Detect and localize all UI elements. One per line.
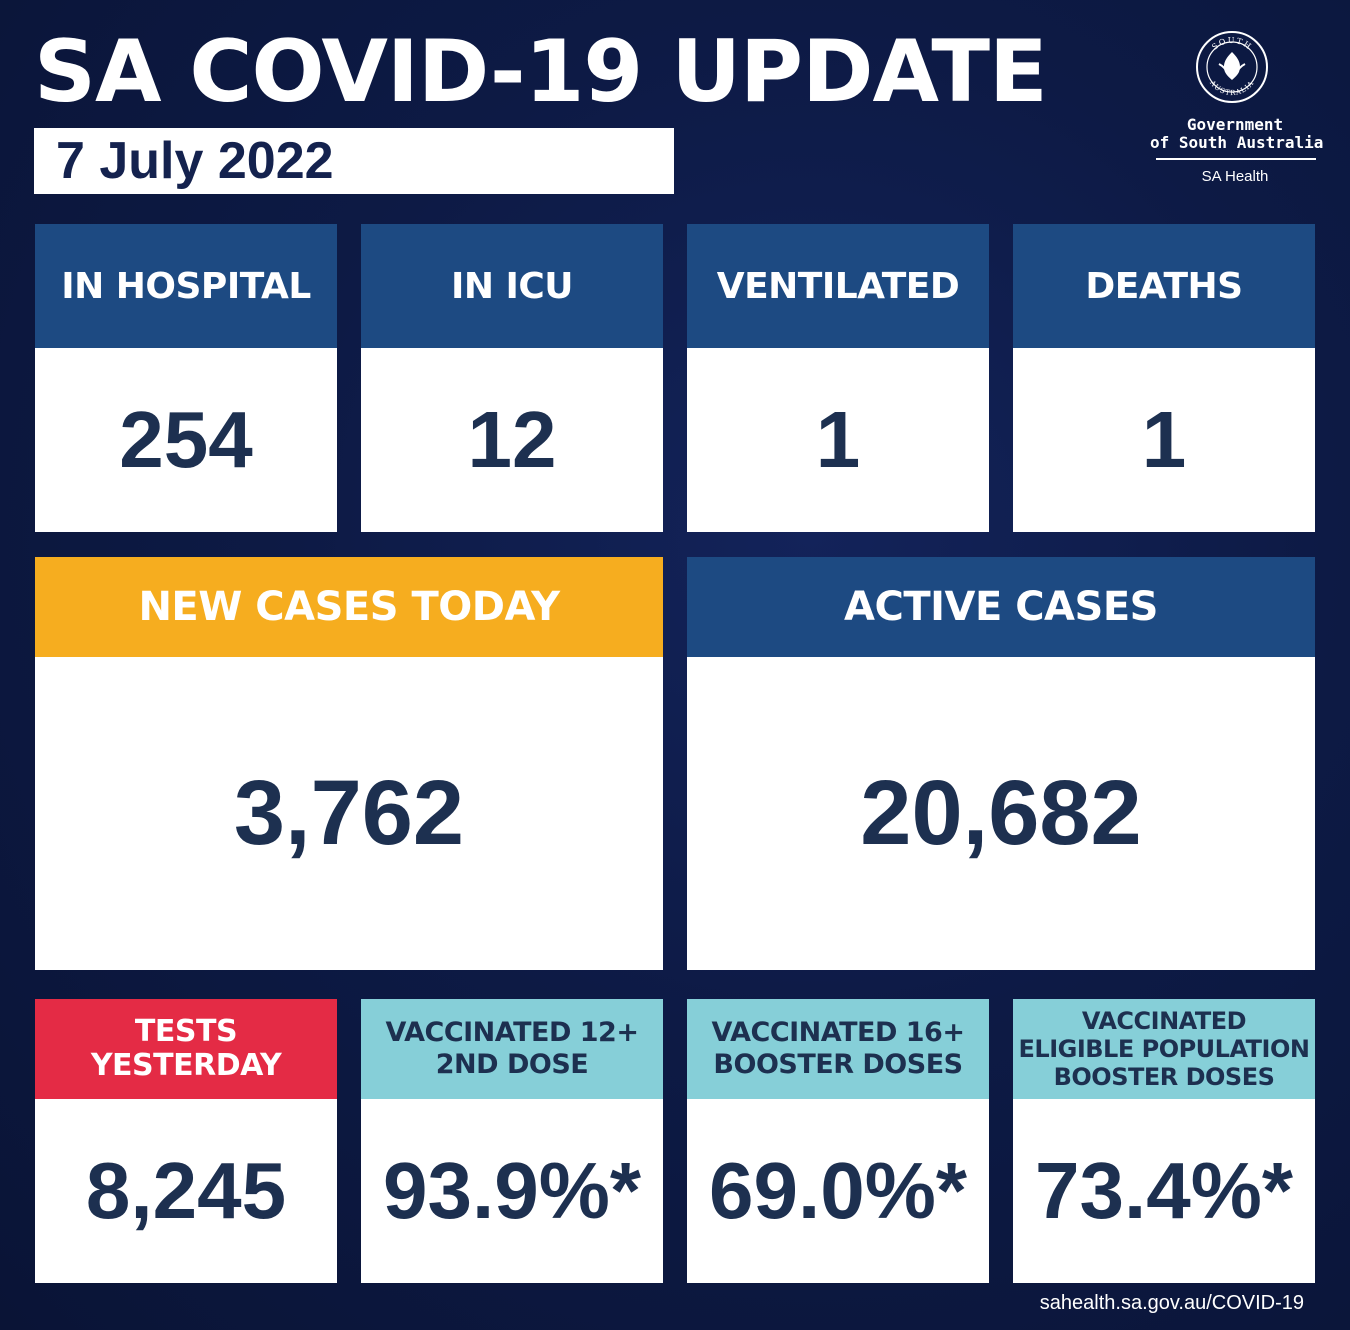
vaccinated-label-line1: VACCINATED 12+ xyxy=(385,1017,639,1048)
stat-value: 1 xyxy=(687,348,989,532)
vaccinated-12-card: VACCINATED 12+ 2ND DOSE 93.9%* xyxy=(361,999,663,1283)
new-cases-card: NEW CASES TODAY 3,762 xyxy=(35,557,663,970)
tests-label-line2: YESTERDAY xyxy=(90,1048,282,1083)
stat-value: 1 xyxy=(1013,348,1315,532)
stat-card-ventilated: VENTILATED 1 xyxy=(687,224,989,532)
logo-sa-health-text: SA Health xyxy=(1201,168,1269,185)
vaccinated-label: VACCINATED ELIGIBLE POPULATION BOOSTER D… xyxy=(1013,999,1315,1099)
update-date: 7 July 2022 xyxy=(56,132,334,190)
tests-label-line1: TESTS xyxy=(134,1014,238,1049)
stat-card-in-hospital: IN HOSPITAL 254 xyxy=(35,224,337,532)
active-cases-card: ACTIVE CASES 20,682 xyxy=(687,557,1315,970)
logo-government-text: Government xyxy=(1186,115,1284,134)
stat-label: VENTILATED xyxy=(687,224,989,348)
stat-label: IN ICU xyxy=(361,224,663,348)
vaccinated-16-card: VACCINATED 16+ BOOSTER DOSES 69.0%* xyxy=(687,999,989,1283)
vaccinated-eligible-card: VACCINATED ELIGIBLE POPULATION BOOSTER D… xyxy=(1013,999,1315,1283)
vaccinated-value: 73.4%* xyxy=(1013,1099,1315,1283)
sa-state-seal-icon: SOUTH AUSTRALIA xyxy=(1196,31,1268,103)
seal-bottom-text: AUSTRALIA xyxy=(1208,78,1255,97)
logo-state-text: of South Australia xyxy=(1150,133,1324,152)
vaccinated-label: VACCINATED 12+ 2ND DOSE xyxy=(361,999,663,1099)
stat-value: 254 xyxy=(35,348,337,532)
stat-card-deaths: DEATHS 1 xyxy=(1013,224,1315,532)
vaccinated-label-line1: VACCINATED 16+ xyxy=(711,1017,965,1048)
stat-card-in-icu: IN ICU 12 xyxy=(361,224,663,532)
footer-url-link[interactable]: sahealth.sa.gov.au/COVID-19 xyxy=(1039,1292,1304,1314)
tests-label: TESTS YESTERDAY xyxy=(35,999,337,1099)
stat-label: DEATHS xyxy=(1013,224,1315,348)
logo-divider xyxy=(1156,158,1316,160)
tests-card: TESTS YESTERDAY 8,245 xyxy=(35,999,337,1283)
vaccinated-label-line3: BOOSTER DOSES xyxy=(1053,1063,1275,1091)
vaccinated-label-line2: BOOSTER DOSES xyxy=(713,1049,963,1080)
vaccinated-value: 69.0%* xyxy=(687,1099,989,1283)
vaccinated-value: 93.9%* xyxy=(361,1099,663,1283)
svg-text:SOUTH: SOUTH xyxy=(1210,36,1253,52)
government-logo: SOUTH AUSTRALIA Government of South Aust… xyxy=(1150,30,1324,190)
page-title: SA COVID-19 UPDATE xyxy=(34,22,1048,122)
stat-label: IN HOSPITAL xyxy=(35,224,337,348)
new-cases-label: NEW CASES TODAY xyxy=(35,557,663,657)
vaccinated-label-line1: VACCINATED xyxy=(1081,1007,1247,1035)
active-cases-value: 20,682 xyxy=(687,657,1315,970)
vaccinated-label-line2: 2ND DOSE xyxy=(435,1049,589,1080)
tests-value: 8,245 xyxy=(35,1099,337,1283)
date-banner: 7 July 2022 xyxy=(34,128,674,194)
active-cases-label: ACTIVE CASES xyxy=(687,557,1315,657)
seal-top-text: SOUTH xyxy=(1210,36,1252,52)
svg-text:AUSTRALIA: AUSTRALIA xyxy=(1208,78,1256,97)
vaccinated-label: VACCINATED 16+ BOOSTER DOSES xyxy=(687,999,989,1099)
vaccinated-label-line2: ELIGIBLE POPULATION xyxy=(1018,1035,1310,1063)
new-cases-value: 3,762 xyxy=(35,657,663,970)
stat-value: 12 xyxy=(361,348,663,532)
